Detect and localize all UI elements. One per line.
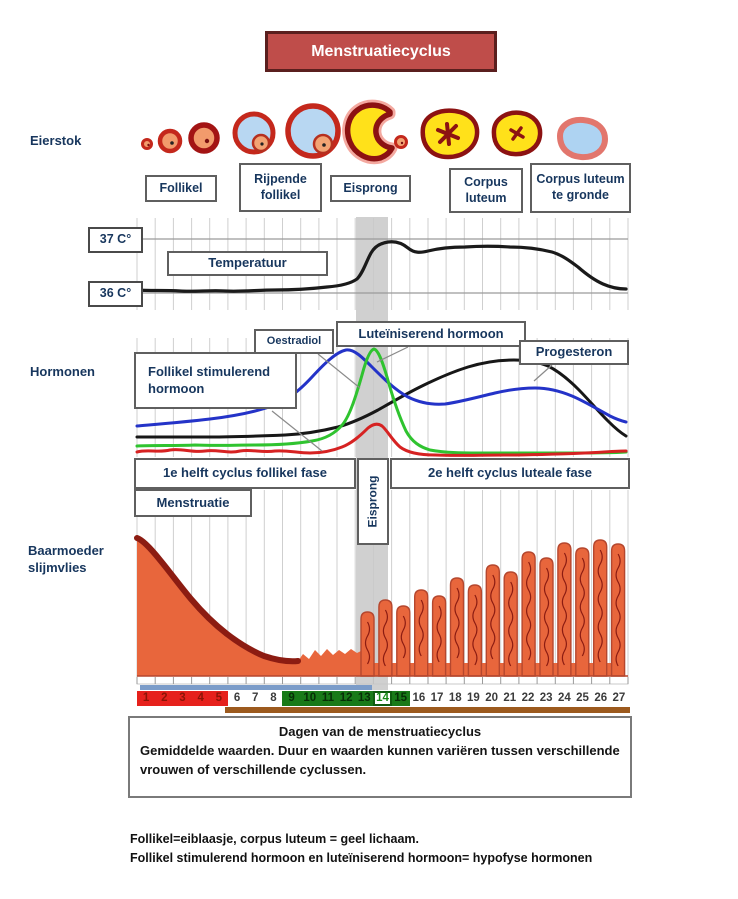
lining-menses-cap <box>134 535 301 665</box>
day-cell-1: 1 <box>137 691 156 706</box>
temperature-curve <box>135 240 628 293</box>
footnote-1: Follikel=eiblaasje, corpus luteum = geel… <box>130 832 420 846</box>
temp-tick-37: 37 C° <box>88 227 143 253</box>
stage-label-eisprong: Eisprong <box>330 175 411 202</box>
day-cell-26: 26 <box>594 692 608 704</box>
day-cell-15: 15 <box>391 691 410 706</box>
temperature-label: Temperatuur <box>167 251 328 276</box>
ovary-illustrations <box>141 99 609 165</box>
lh-curve <box>135 347 628 455</box>
progesteron-label: Progesteron <box>519 340 629 365</box>
day-cell-10: 10 <box>300 691 319 706</box>
label-leader-lines <box>271 346 553 452</box>
released-egg <box>394 135 408 149</box>
phase-menstruation: Menstruatie <box>134 489 252 517</box>
lh-label: Luteïniserend hormoon <box>336 321 526 347</box>
stage-label-corpus-luteum: Corpus luteum <box>449 168 523 213</box>
day-cell-9: 9 <box>282 691 301 706</box>
day-cell-22: 22 <box>521 692 535 704</box>
day-cell-14: 14 <box>373 691 392 706</box>
temperature-axis-lines <box>137 238 628 294</box>
footnotes: Follikel=eiblaasje, corpus luteum = geel… <box>130 830 592 869</box>
follicle-1 <box>141 138 153 150</box>
day-cell-3: 3 <box>173 691 192 706</box>
day-cell-11: 11 <box>318 691 338 706</box>
day-cell-13: 13 <box>355 691 374 706</box>
day-cell-19: 19 <box>467 692 480 704</box>
day-cell-7: 7 <box>252 692 259 704</box>
day-cell-8: 8 <box>270 692 277 704</box>
day-cell-27: 27 <box>612 692 626 704</box>
day-cell-16: 16 <box>412 692 426 704</box>
caption-body: Gemiddelde waarden. Duur en waarden kunn… <box>140 742 620 777</box>
caption-box: Dagen van de menstruatiecyclus Gemiddeld… <box>128 716 632 798</box>
day-cell-2: 2 <box>155 691 174 706</box>
phase-second-half: 2e helft cyclus luteale fase <box>390 458 630 489</box>
progesteron-curve <box>135 358 628 439</box>
stage-label-follikel: Follikel <box>145 175 217 202</box>
row-label-ovary: Eierstok <box>30 133 82 148</box>
oestradiol-label: Oestradiol <box>254 329 334 354</box>
lining-left-slope <box>137 538 361 676</box>
day-axis: 1 2 3 4 5 6 7 8 9 10 11 12 13 14 15 16 17 18 19 20 21 22 23 24 2… <box>137 691 628 706</box>
temp-tick-36: 36 C° <box>88 281 143 307</box>
day-cell-5: 5 <box>209 691 228 706</box>
day-cell-20: 20 <box>485 692 498 704</box>
follicle-3 <box>188 122 220 154</box>
row-label-hormones: Hormonen <box>30 364 95 379</box>
fsh-curve <box>135 422 628 457</box>
page-title: Menstruatiecyclus <box>265 31 497 72</box>
stage-label-rijpende-follikel: Rijpende follikel <box>239 163 322 212</box>
caption-heading: Dagen van de menstruatiecyclus <box>278 724 482 739</box>
follicle-2 <box>157 128 183 154</box>
day-cell-21: 21 <box>503 692 517 704</box>
day-cell-23: 23 <box>539 692 553 704</box>
postmenses-span-bar <box>225 707 630 713</box>
day-cell-24: 24 <box>557 692 571 704</box>
stage-label-corpus-luteum-te-gronde: Corpus luteum te gronde <box>530 163 631 213</box>
day-cell-18: 18 <box>448 692 462 704</box>
uterine-lining-illustration <box>134 535 628 677</box>
phase-ovulation-text: Eisprong <box>365 475 380 528</box>
day-cell-4: 4 <box>191 691 210 706</box>
day-cell-17: 17 <box>430 692 444 704</box>
day-cell-12: 12 <box>337 691 356 706</box>
lining-glands <box>360 539 626 677</box>
row-label-lining: Baarmoeder slijmvlies <box>28 543 104 575</box>
phase-ovulation: Eisprong <box>357 458 389 545</box>
day-cell-6: 6 <box>233 692 241 704</box>
phase-first-half: 1e helft cyclus follikel fase <box>134 458 356 489</box>
footnote-2: Follikel stimulerend hormoon en luteïnis… <box>130 851 593 866</box>
corpus-luteum-degrading <box>556 116 609 161</box>
menstruation-span-bar <box>140 685 372 690</box>
day-cell-25: 25 <box>576 692 589 704</box>
fsh-label: Follikel stimulerend hormoon <box>134 352 297 409</box>
